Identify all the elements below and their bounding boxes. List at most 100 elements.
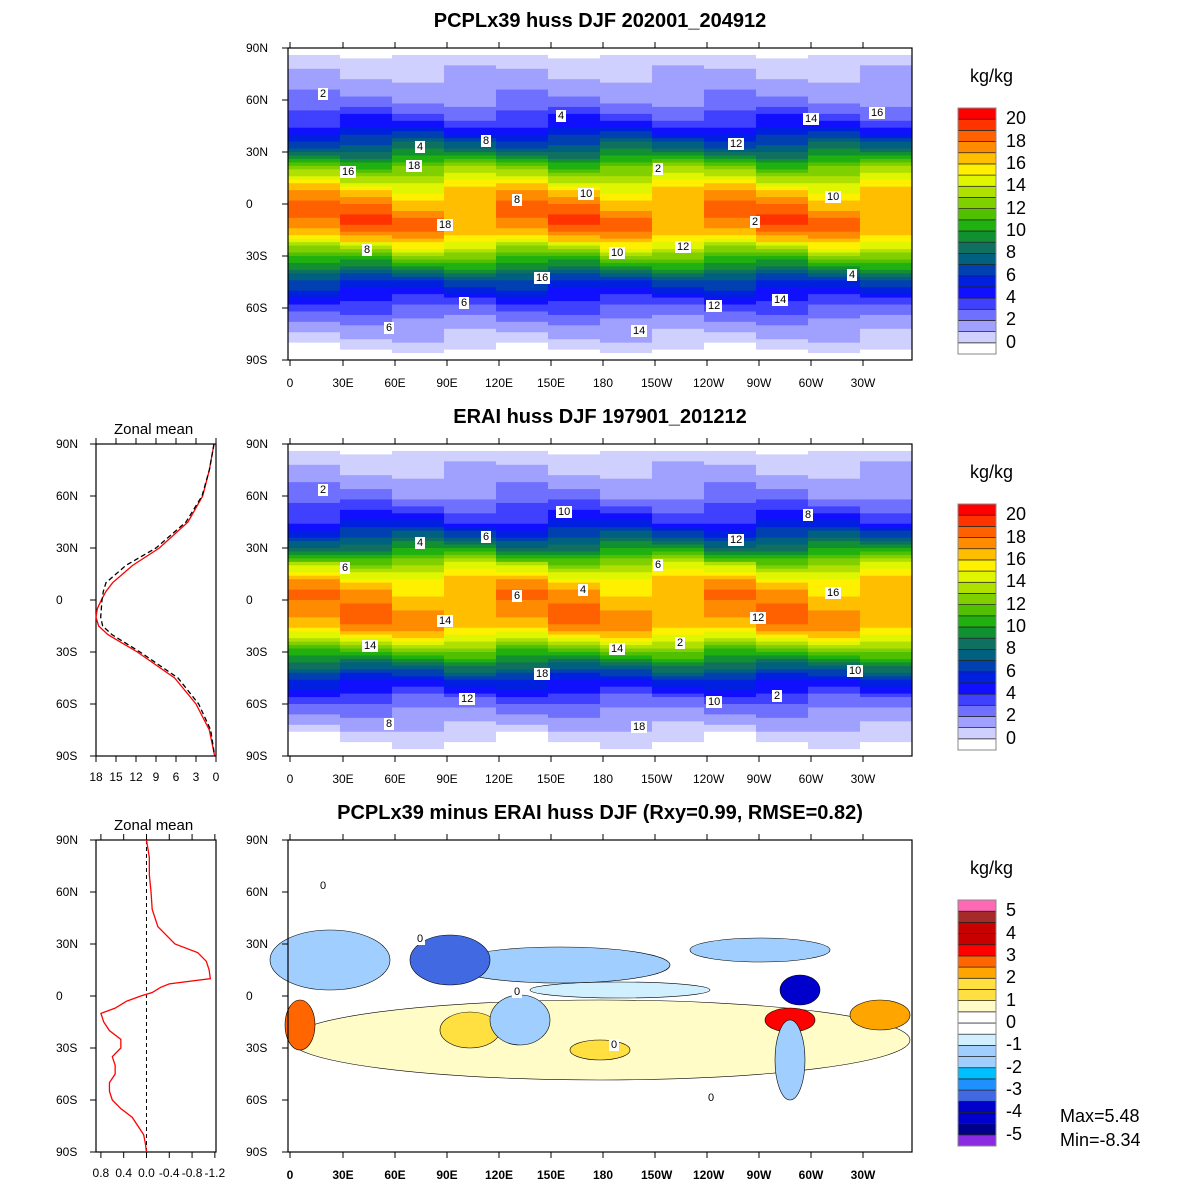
map-cell: [288, 520, 341, 525]
map-cell: [340, 179, 393, 184]
map-cell: [600, 186, 653, 191]
colorbar-box: [957, 581, 997, 594]
map-cell: [808, 565, 861, 570]
map-cell: [392, 534, 445, 539]
map-cell: [496, 676, 549, 681]
map-cell: [444, 686, 497, 691]
map-cell: [860, 89, 913, 94]
map-cell: [496, 301, 549, 306]
map-cell: [652, 658, 705, 663]
panel1-title: PCPLx39 huss DJF 202001_204912: [433, 10, 767, 32]
map-cell: [808, 48, 861, 52]
map-cell: [652, 551, 705, 556]
map-cell: [600, 245, 653, 250]
map-cell: [600, 631, 653, 636]
map-cell: [652, 496, 705, 500]
map-cell: [288, 214, 341, 219]
map-cell: [860, 638, 913, 643]
map-cell: [860, 197, 913, 202]
map-cell: [548, 356, 601, 361]
map-cell: [444, 620, 497, 625]
map-cell: [392, 276, 445, 281]
colorbar-label: 14: [1006, 175, 1027, 196]
map-cell: [392, 582, 445, 587]
colorbar-box: [957, 308, 997, 321]
contour-label: 18: [631, 721, 648, 733]
map-cell: [288, 269, 341, 274]
map-cell: [392, 339, 445, 344]
map-cell: [392, 217, 445, 222]
map-cell: [392, 120, 445, 125]
map-cell: [444, 235, 497, 240]
map-cell: [548, 742, 601, 747]
map-cell: [288, 662, 341, 667]
map-cell: [756, 620, 809, 625]
colorbar-box: [957, 331, 997, 344]
map-cell: [548, 269, 601, 274]
map-cell: [392, 79, 445, 84]
map-cell: [808, 603, 861, 608]
map-cell: [548, 652, 601, 656]
colorbar-box: [957, 1022, 997, 1035]
map-cell: [444, 231, 497, 236]
map-cell: [340, 496, 393, 500]
anomaly-region: [779, 974, 821, 1006]
x-tick-label: 0.8: [92, 1166, 110, 1180]
map-cell: [340, 672, 393, 677]
map-cell: [340, 75, 393, 80]
map-cell: [756, 134, 809, 139]
colorbar-label: 12: [1006, 197, 1027, 218]
map-cell: [600, 534, 653, 539]
map-cell: [548, 506, 601, 511]
map-cell: [652, 224, 705, 229]
colorbar-label: 0: [1006, 1012, 1017, 1032]
contour-label: 10: [825, 191, 842, 203]
map-cell: [652, 124, 705, 129]
map-cell: [444, 89, 497, 94]
map-cell: [600, 482, 653, 487]
map-cell: [600, 262, 653, 267]
map-cell: [392, 335, 445, 340]
map-cell: [756, 492, 809, 497]
map-cell: [392, 287, 445, 292]
colorbar-label: -4: [1006, 1101, 1023, 1122]
map-cell: [548, 89, 601, 94]
lon-tick-label: 0: [286, 772, 294, 786]
map-cell: [496, 165, 549, 170]
map-cell: [756, 544, 809, 549]
map-cell: [652, 471, 705, 476]
map-cell: [756, 749, 809, 754]
map-cell: [392, 231, 445, 236]
panel1-units: kg/kg: [970, 66, 1014, 86]
map-cell: [392, 197, 445, 202]
map-cell: [600, 669, 653, 674]
map-cell: [652, 558, 705, 563]
map-cell: [652, 742, 705, 747]
map-cell: [704, 276, 757, 281]
map-cell: [392, 457, 445, 462]
map-cell: [548, 697, 601, 702]
map-cell: [600, 290, 653, 295]
map-cell: [548, 516, 601, 521]
map-cell: [860, 672, 913, 677]
map-cell: [652, 297, 705, 302]
map-cell: [808, 492, 861, 497]
map-cell: [808, 280, 861, 285]
map-cell: [600, 179, 653, 184]
map-cell: [288, 120, 341, 125]
colorbar-box: [957, 570, 997, 583]
map-cell: [496, 266, 549, 271]
map-cell: [496, 186, 549, 191]
map-cell: [600, 210, 653, 215]
lat-tick-label: 0: [56, 989, 63, 1003]
map-cell: [444, 186, 497, 191]
map-cell: [392, 707, 445, 712]
map-cell: [756, 103, 809, 108]
map-cell: [860, 86, 913, 91]
map-cell: [392, 297, 445, 302]
map-cell: [288, 235, 341, 240]
map-cell: [600, 117, 653, 122]
map-cell: [600, 58, 653, 63]
map-cell: [496, 527, 549, 532]
colorbar-box: [957, 1056, 997, 1069]
